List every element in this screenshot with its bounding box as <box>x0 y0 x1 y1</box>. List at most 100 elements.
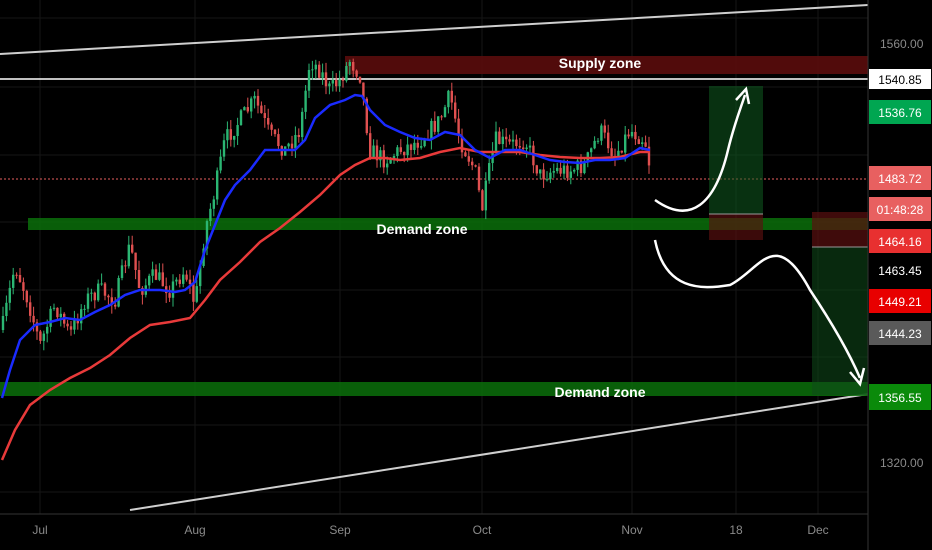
candle-body <box>403 151 406 156</box>
candle-body <box>474 165 477 167</box>
candle-body <box>127 244 130 267</box>
price-badge-bg <box>869 289 931 313</box>
candle-body <box>294 134 297 149</box>
candle-body <box>630 131 634 137</box>
candle-body <box>583 162 586 174</box>
candle-body <box>338 79 341 87</box>
candle-body <box>358 76 362 83</box>
y-tick-label: 1560.00 <box>880 37 924 51</box>
candle-body <box>324 72 328 87</box>
candle-body <box>617 150 620 158</box>
candle-body <box>355 70 358 77</box>
candle-body <box>304 90 307 112</box>
candle-body <box>579 160 583 174</box>
candle-body <box>528 145 532 148</box>
candle-body <box>273 129 277 135</box>
candle-body <box>386 163 389 168</box>
candle-body <box>392 156 396 159</box>
candle-body <box>562 165 566 174</box>
candle-body <box>433 120 436 132</box>
candle-body <box>120 265 124 278</box>
candle-body <box>59 313 62 318</box>
price-badge: 1463.45 <box>869 258 931 282</box>
price-badge: 1536.76 <box>869 100 931 124</box>
x-tick-label: 18 <box>729 523 743 537</box>
candle-body <box>634 131 637 140</box>
candle-body <box>460 135 464 153</box>
candle-body <box>321 72 324 78</box>
candle-body <box>29 302 32 316</box>
candle-body <box>35 322 39 332</box>
candle-body <box>542 169 545 180</box>
x-tick-labels[interactable]: Jul Aug Sep Oct Nov 18 Dec <box>32 523 828 537</box>
candle-body <box>253 95 256 99</box>
candle-body <box>46 326 49 334</box>
candle-body <box>379 150 382 161</box>
candle-body <box>195 286 198 302</box>
price-badges: 1540.85 1536.76 1483.72 01:48:28 1464.16… <box>869 69 931 410</box>
slow-moving-average-line <box>0 146 650 461</box>
candle-body <box>192 284 195 302</box>
candle-body <box>83 308 86 310</box>
supply-zone-rect <box>345 56 868 74</box>
candle-body <box>549 172 552 180</box>
candle-body <box>185 274 188 280</box>
price-badge: 1444.23 <box>869 321 931 345</box>
candle-body <box>93 292 96 301</box>
candle-body <box>576 160 579 170</box>
short-position-tool[interactable] <box>812 212 868 395</box>
candle-body <box>511 139 515 142</box>
candle-body <box>188 279 192 285</box>
price-badge-bg <box>869 229 931 253</box>
demand-zone-lower-rect <box>0 382 868 396</box>
candle-body <box>505 136 508 140</box>
demand-zone-upper-label: Demand zone <box>376 221 467 237</box>
candle-body <box>69 326 73 330</box>
candle-body <box>178 279 181 284</box>
bearish-projection-arrow <box>653 239 866 387</box>
candle-body <box>406 144 409 156</box>
candle-body <box>8 287 11 303</box>
candle-body <box>494 131 498 152</box>
candle-body <box>318 64 321 78</box>
candle-body <box>437 116 440 132</box>
price-badge-bg <box>869 197 931 221</box>
price-candles <box>1 58 651 351</box>
price-badge-text: 1540.85 <box>878 73 922 87</box>
candle-body <box>5 302 8 317</box>
candle-body <box>501 136 504 145</box>
candle-body <box>573 169 576 172</box>
long-target-box <box>709 86 763 214</box>
candle-body <box>569 171 572 178</box>
x-tick-label: Nov <box>621 523 642 537</box>
candle-body <box>137 270 141 288</box>
candle-body <box>250 98 253 112</box>
price-badge: 1540.85 <box>869 69 931 89</box>
price-badge-bg <box>869 384 931 410</box>
candle-body <box>552 171 555 173</box>
candle-body <box>641 142 644 144</box>
price-badge: 1356.55 <box>869 384 931 410</box>
candle-body <box>270 124 273 130</box>
candle-body <box>90 292 93 294</box>
candle-body <box>233 135 236 140</box>
x-tick-label: Jul <box>32 523 47 537</box>
candle-body <box>134 252 137 271</box>
candle-body <box>39 331 42 341</box>
zones: Supply zone Demand zone Demand zone <box>0 55 868 400</box>
long-position-tool[interactable] <box>709 86 763 240</box>
candle-body <box>290 143 294 149</box>
candle-body <box>556 167 559 172</box>
candle-body <box>545 179 549 181</box>
candle-body <box>447 90 450 108</box>
candle-body <box>73 319 76 330</box>
candle-body <box>205 221 209 249</box>
candle-body <box>256 95 260 106</box>
candle-body <box>236 125 239 136</box>
candle-body <box>328 83 331 87</box>
price-badge-bg <box>869 166 931 190</box>
candle-body <box>467 156 470 162</box>
candle-body <box>627 134 630 137</box>
candle-body <box>596 140 600 142</box>
